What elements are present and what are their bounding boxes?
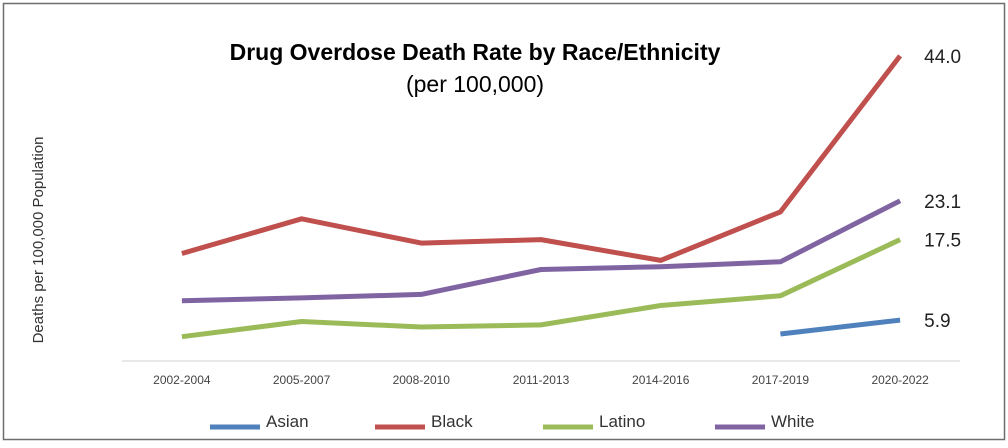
x-tick-label: 2005-2007 xyxy=(273,373,331,387)
chart-title: Drug Overdose Death Rate by Race/Ethnici… xyxy=(230,39,721,65)
series-line-black xyxy=(181,54,903,263)
data-label-black: 44.0 xyxy=(924,47,961,68)
y-axis-label: Deaths per 100,000 Population xyxy=(30,137,47,344)
series-line-latino xyxy=(181,237,902,340)
x-tick-label: 2017-2019 xyxy=(752,373,810,387)
series-layer xyxy=(181,54,903,340)
legend: Asian Black Latino White xyxy=(210,412,814,431)
data-label-white: 23.1 xyxy=(924,192,961,213)
legend-label-black: Black xyxy=(431,412,473,431)
data-label-latino: 17.5 xyxy=(924,231,961,252)
x-tick-labels: 2002-2004 2005-2007 2008-2010 2011-2013 2014… xyxy=(153,373,929,387)
x-tick-label: 2011-2013 xyxy=(513,373,570,387)
series-line-white xyxy=(181,198,902,304)
x-tick-label: 2008-2010 xyxy=(393,373,451,387)
x-tick-label: 2014-2016 xyxy=(632,373,690,387)
chart-subtitle: (per 100,000) xyxy=(406,71,544,97)
x-tick-label: 2020-2022 xyxy=(871,373,929,387)
legend-label-asian: Asian xyxy=(266,412,309,431)
series-line-asian xyxy=(780,317,901,337)
x-tick-label: 2002-2004 xyxy=(153,373,211,387)
legend-label-white: White xyxy=(771,412,814,431)
data-label-asian: 5.9 xyxy=(924,311,950,332)
legend-label-latino: Latino xyxy=(599,412,645,431)
data-labels: 5.9 44.0 17.5 23.1 xyxy=(924,47,961,332)
chart-border xyxy=(2,2,1006,441)
